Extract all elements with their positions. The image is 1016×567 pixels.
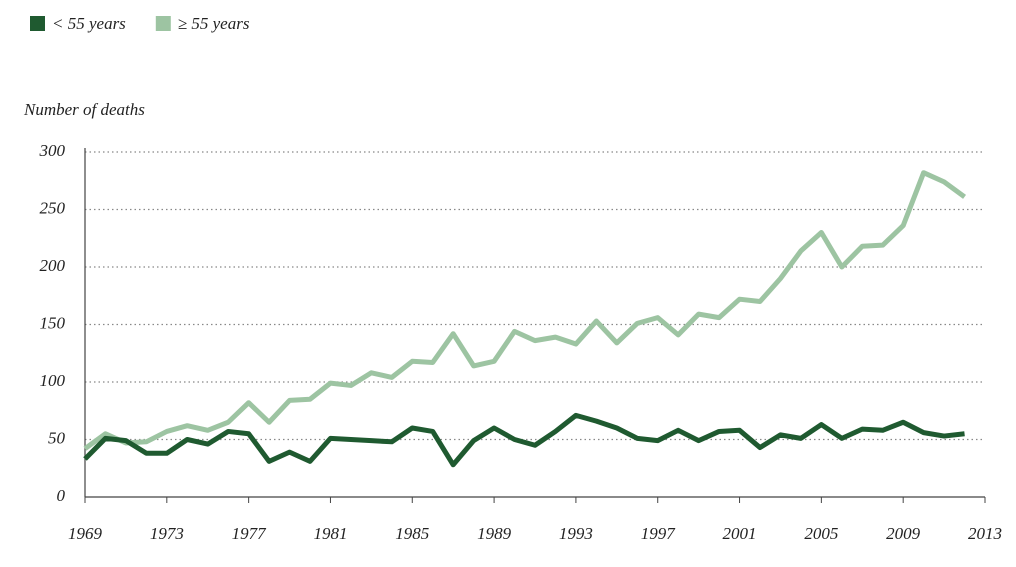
y-tick-label: 150 xyxy=(40,313,66,332)
x-tick-label: 1973 xyxy=(150,524,184,543)
legend-label: ≥ 55 years xyxy=(178,14,250,33)
x-tick-label: 2001 xyxy=(723,524,757,543)
x-tick-label: 2005 xyxy=(804,524,838,543)
x-tick-label: 1969 xyxy=(68,524,103,543)
x-tick-label: 1997 xyxy=(641,524,677,543)
y-axis-label: Number of deaths xyxy=(23,100,145,119)
legend-label: < 55 years xyxy=(52,14,126,33)
x-tick-label: 1985 xyxy=(395,524,429,543)
legend-swatch xyxy=(155,16,171,31)
legend-swatch xyxy=(30,16,45,31)
x-tick-label: 2013 xyxy=(968,524,1002,543)
x-tick-label: 1993 xyxy=(559,524,593,543)
y-tick-label: 100 xyxy=(40,371,66,390)
y-tick-label: 300 xyxy=(39,141,66,160)
x-tick-label: 1977 xyxy=(232,524,268,543)
y-tick-label: 200 xyxy=(40,256,66,275)
x-tick-label: 1989 xyxy=(477,524,512,543)
y-tick-label: 50 xyxy=(48,428,66,447)
y-tick-label: 250 xyxy=(40,198,66,217)
series-line xyxy=(83,170,967,451)
x-tick-label: 2009 xyxy=(886,524,921,543)
y-tick-label: 0 xyxy=(57,486,66,505)
series-line xyxy=(83,412,965,468)
x-tick-label: 1981 xyxy=(313,524,347,543)
